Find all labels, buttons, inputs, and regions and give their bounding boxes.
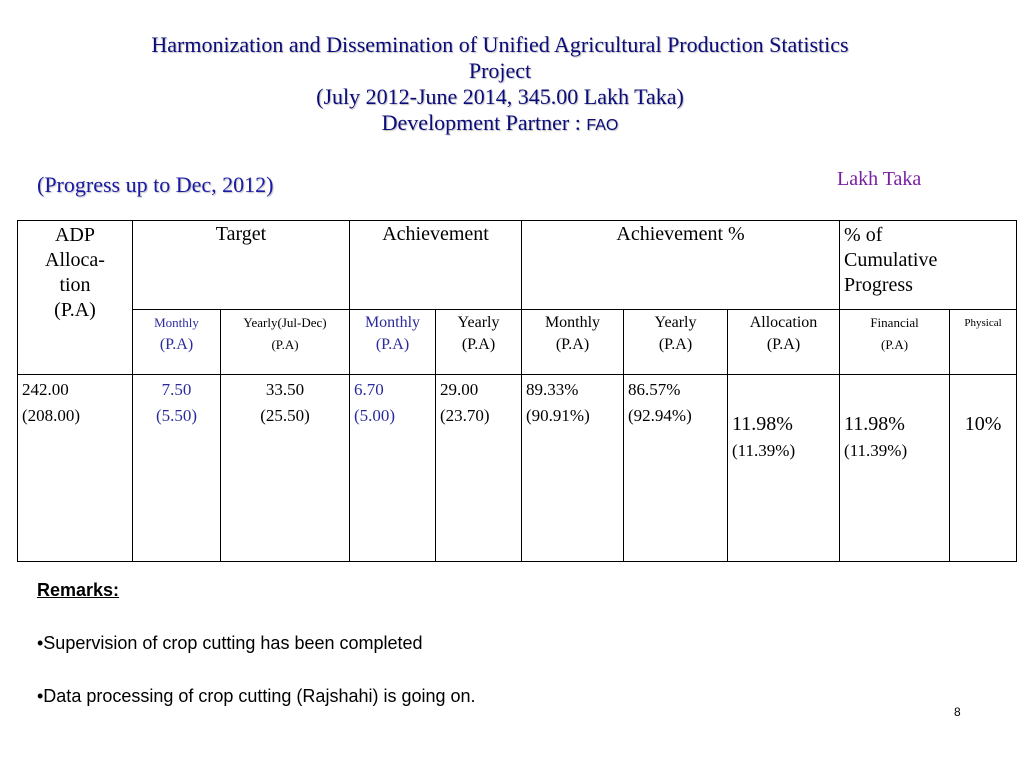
title-line-1: Harmonization and Dissemination of Unifi… <box>151 32 849 57</box>
subheader-cum-financial: Financial (P.A) <box>839 309 951 375</box>
cell-cum-financial: 11.98% (11.39%) <box>839 374 951 562</box>
table-row: 242.00 (208.00) 7.50 (5.50) 33.50 (25.50) 6… <box>17 374 1018 562</box>
unit-label: Lakh Taka <box>837 168 922 190</box>
cell-cum-physical: 10% <box>949 374 1018 562</box>
remark-item: •Supervision of crop cutting has been co… <box>37 633 423 653</box>
development-partner-value: FAO <box>586 117 619 134</box>
progress-table: ADP Alloca- tion (P.A) Target Achievemen… <box>17 220 1018 562</box>
subheader-achievement-yearly: Yearly (P.A) <box>435 309 522 375</box>
cell-pct-allocation: 11.98% (11.39%) <box>726 374 841 562</box>
header-target: Target <box>132 220 350 310</box>
subheader-row: Monthly (P.A) Yearly(Jul-Dec) (P.A) Mont… <box>18 309 1018 375</box>
title-line-2: Project <box>468 58 532 83</box>
title-line-3: (July 2012-June 2014, 345.00 Lakh Taka) <box>316 84 684 109</box>
cell-adp: 242.00 (208.00) <box>17 374 133 562</box>
header-row: ADP Alloca- tion (P.A) Target Achievemen… <box>17 220 1018 375</box>
header-adp-allocation: ADP Alloca- tion (P.A) <box>17 220 133 375</box>
subheader-pct-allocation: Allocation (P.A) <box>726 309 841 375</box>
cell-target-monthly: 7.50 (5.50) <box>132 374 221 562</box>
subheader-pct-yearly: Yearly (P.A) <box>623 309 728 375</box>
subheader-cum-physical: Physical <box>949 309 1018 375</box>
remarks-title: Remarks: <box>37 580 120 600</box>
development-partner-line: Development Partner : FAO <box>0 110 1000 139</box>
cell-target-yearly: 33.50 (25.50) <box>220 374 350 562</box>
slide-title: Harmonization and Dissemination of Unifi… <box>0 32 1000 139</box>
remarks-section: Remarks: •Supervision of crop cutting ha… <box>37 580 476 707</box>
cell-pct-yearly: 86.57% (92.94%) <box>623 374 728 562</box>
cell-achievement-monthly: 6.70 (5.00) <box>349 374 436 562</box>
remark-item: •Data processing of crop cutting (Rajsha… <box>37 686 476 706</box>
page-number: 8 <box>954 705 961 719</box>
subheader-target-monthly: Monthly (P.A) <box>132 309 221 375</box>
header-achievement: Achievement <box>349 220 522 310</box>
subheader-achievement-monthly: Monthly (P.A) <box>349 309 436 375</box>
subheader-target-yearly: Yearly(Jul-Dec) (P.A) <box>220 309 350 375</box>
progress-note: (Progress up to Dec, 2012) <box>37 172 274 197</box>
header-cumulative-progress: % of Cumulative Progress <box>839 220 1018 310</box>
header-achievement-percent: Achievement % <box>520 220 841 310</box>
cell-achievement-yearly: 29.00 (23.70) <box>435 374 522 562</box>
development-partner-label: Development Partner : <box>381 110 581 135</box>
cell-pct-monthly: 89.33% (90.91%) <box>521 374 624 562</box>
subheader-pct-monthly: Monthly (P.A) <box>521 309 624 375</box>
